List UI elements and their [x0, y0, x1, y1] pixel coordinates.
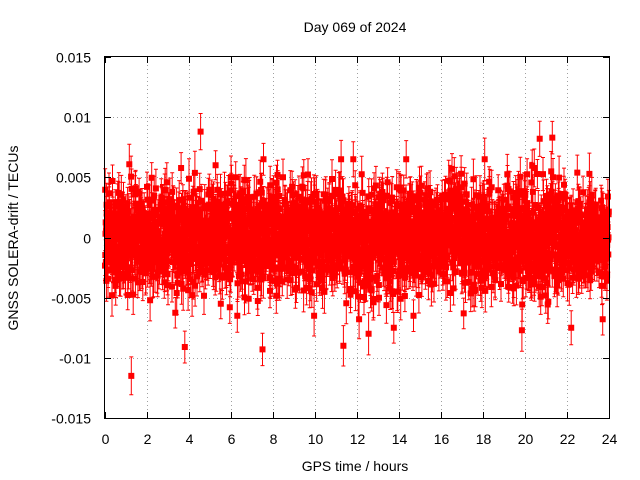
y-tick-label: -0.01 — [59, 351, 91, 367]
data-point-markers — [102, 128, 612, 379]
y-tick-label: 0.01 — [64, 110, 91, 126]
y-tick-label: 0.005 — [56, 170, 91, 186]
x-tick-label: 20 — [518, 431, 534, 447]
x-tick-label: 24 — [602, 431, 618, 447]
plot-frame — [104, 56, 610, 419]
y-tick-label: -0.015 — [51, 411, 91, 427]
x-tick-label: 2 — [144, 431, 152, 447]
x-tick-label: 4 — [186, 431, 194, 447]
x-tick-label: 10 — [308, 431, 324, 447]
x-tick-label: 6 — [228, 431, 236, 447]
x-axis-label: GPS time / hours — [302, 458, 409, 474]
y-tick-label: -0.005 — [51, 291, 91, 307]
x-tick-label: 8 — [270, 431, 278, 447]
axis-ticks: 0 2 4 6 8 10 12 14 16 18 20 22 24-0.015-0.01-0.00500… — [51, 50, 617, 448]
x-tick-label: 14 — [392, 431, 408, 447]
y-tick-label: 0.015 — [56, 50, 91, 66]
x-tick-label: 12 — [350, 431, 366, 447]
data-series — [102, 113, 612, 396]
y-tick-label: 0 — [83, 231, 91, 247]
chart-title: Day 069 of 2024 — [304, 19, 407, 35]
x-tick-label: 22 — [560, 431, 576, 447]
x-tick-label: 16 — [434, 431, 450, 447]
x-tick-label: 18 — [476, 431, 492, 447]
x-tick-label: 0 — [102, 431, 110, 447]
y-axis-label: GNSS SOLERA-drift / TECUs — [5, 146, 21, 331]
